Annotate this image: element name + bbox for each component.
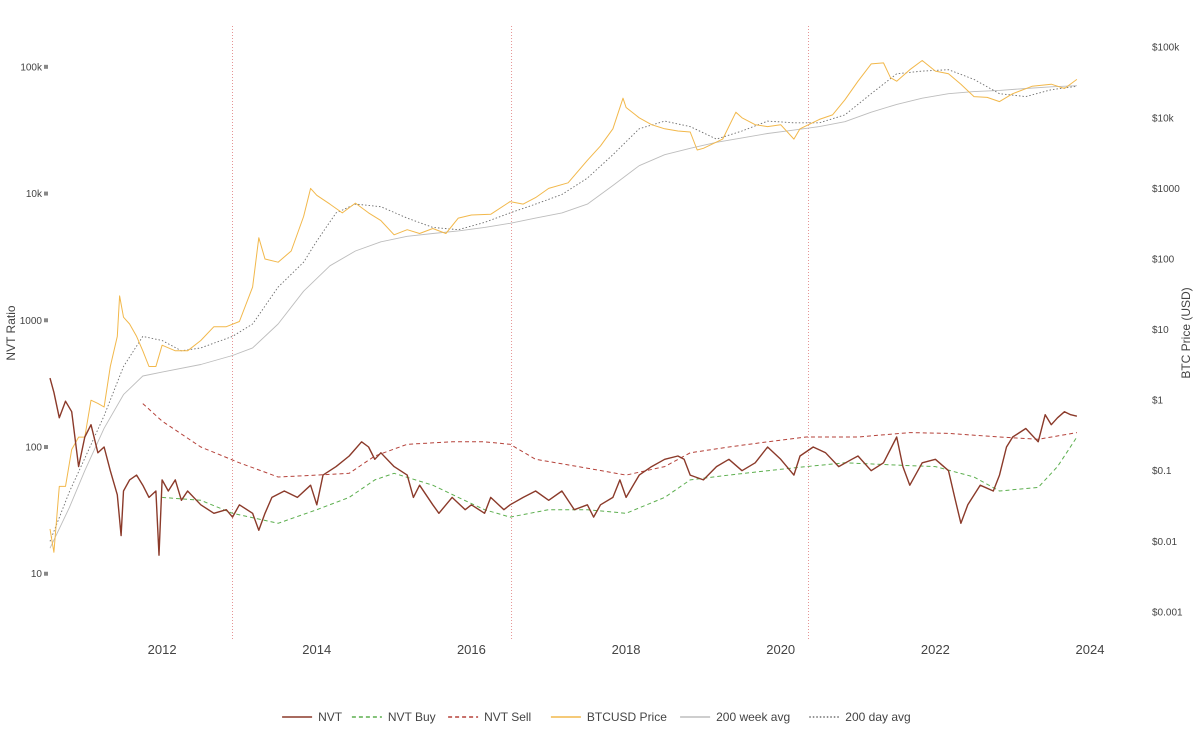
right-tick-label: $1 xyxy=(1152,396,1164,407)
left-tick-mark xyxy=(44,191,48,196)
halving-lines xyxy=(232,26,809,640)
series-btcusd-price-line xyxy=(49,60,1078,553)
right-tick-label: $0.1 xyxy=(1152,466,1172,477)
right-tick-label: $10 xyxy=(1152,325,1169,336)
legend-item-nvt-buy[interactable]: NVT Buy xyxy=(351,710,436,724)
left-tick-mark xyxy=(44,64,48,69)
x-tick-label: 2018 xyxy=(612,642,641,657)
legend-item-nvt[interactable]: NVT xyxy=(282,710,343,724)
legend-item-200-day-avg[interactable]: 200 day avg xyxy=(809,710,911,724)
left-tick-mark xyxy=(44,445,48,450)
left-tick-label: 100k xyxy=(20,62,43,73)
series-200-week-avg-line xyxy=(49,85,1077,549)
left-axis-ticks: 10 100 1000 10k 100k xyxy=(20,62,48,580)
series-nvt-line xyxy=(49,377,1078,556)
right-tick-label: $0.001 xyxy=(1152,607,1183,618)
legend-label: 200 day avg xyxy=(845,710,910,724)
right-tick-label: $100 xyxy=(1152,254,1175,265)
y-axis-right-title: BTC Price (USD) xyxy=(1179,287,1193,378)
series-200-day-avg-line xyxy=(49,69,1077,542)
y-axis-left-title: NVT Ratio xyxy=(4,305,18,360)
legend-item-200-week-avg[interactable]: 200 week avg xyxy=(680,710,790,724)
legend-item-btcusd-price[interactable]: BTCUSD Price xyxy=(550,710,667,724)
left-tick-mark xyxy=(44,571,48,576)
series-lines xyxy=(49,60,1078,556)
left-tick-label: 10k xyxy=(26,189,43,200)
legend-label: NVT Buy xyxy=(388,710,436,724)
legend-label: BTCUSD Price xyxy=(587,710,667,724)
legend: NVT NVT Buy NVT Sell BTCUSD Price 200 week a… xyxy=(282,710,911,724)
right-tick-label: $10k xyxy=(1152,113,1175,124)
legend-label: 200 week avg xyxy=(716,710,790,724)
legend-item-nvt-sell[interactable]: NVT Sell xyxy=(448,710,531,724)
legend-label: NVT xyxy=(318,710,343,724)
left-tick-label: 1000 xyxy=(20,316,43,327)
right-tick-label: $1000 xyxy=(1152,184,1180,195)
legend-label: NVT Sell xyxy=(484,710,531,724)
x-tick-label: 2024 xyxy=(1076,642,1105,657)
x-tick-label: 2022 xyxy=(921,642,950,657)
series-nvt-buy-line xyxy=(162,436,1078,524)
right-tick-label: $100k xyxy=(1152,43,1180,54)
series-nvt-sell-line xyxy=(142,403,1077,478)
x-tick-label: 2016 xyxy=(457,642,486,657)
left-tick-label: 100 xyxy=(25,443,42,454)
left-tick-label: 10 xyxy=(31,569,43,580)
left-tick-mark xyxy=(44,318,48,323)
x-tick-label: 2012 xyxy=(148,642,177,657)
x-axis-ticks: 2012 2014 2016 2018 2020 2022 2024 xyxy=(148,642,1105,657)
x-tick-label: 2020 xyxy=(766,642,795,657)
right-axis-ticks: $0.001 $0.01 $0.1 $1 $10 $100 $1000 $10k $100k xyxy=(1152,43,1183,619)
right-tick-label: $0.01 xyxy=(1152,537,1177,548)
x-tick-label: 2014 xyxy=(302,642,331,657)
